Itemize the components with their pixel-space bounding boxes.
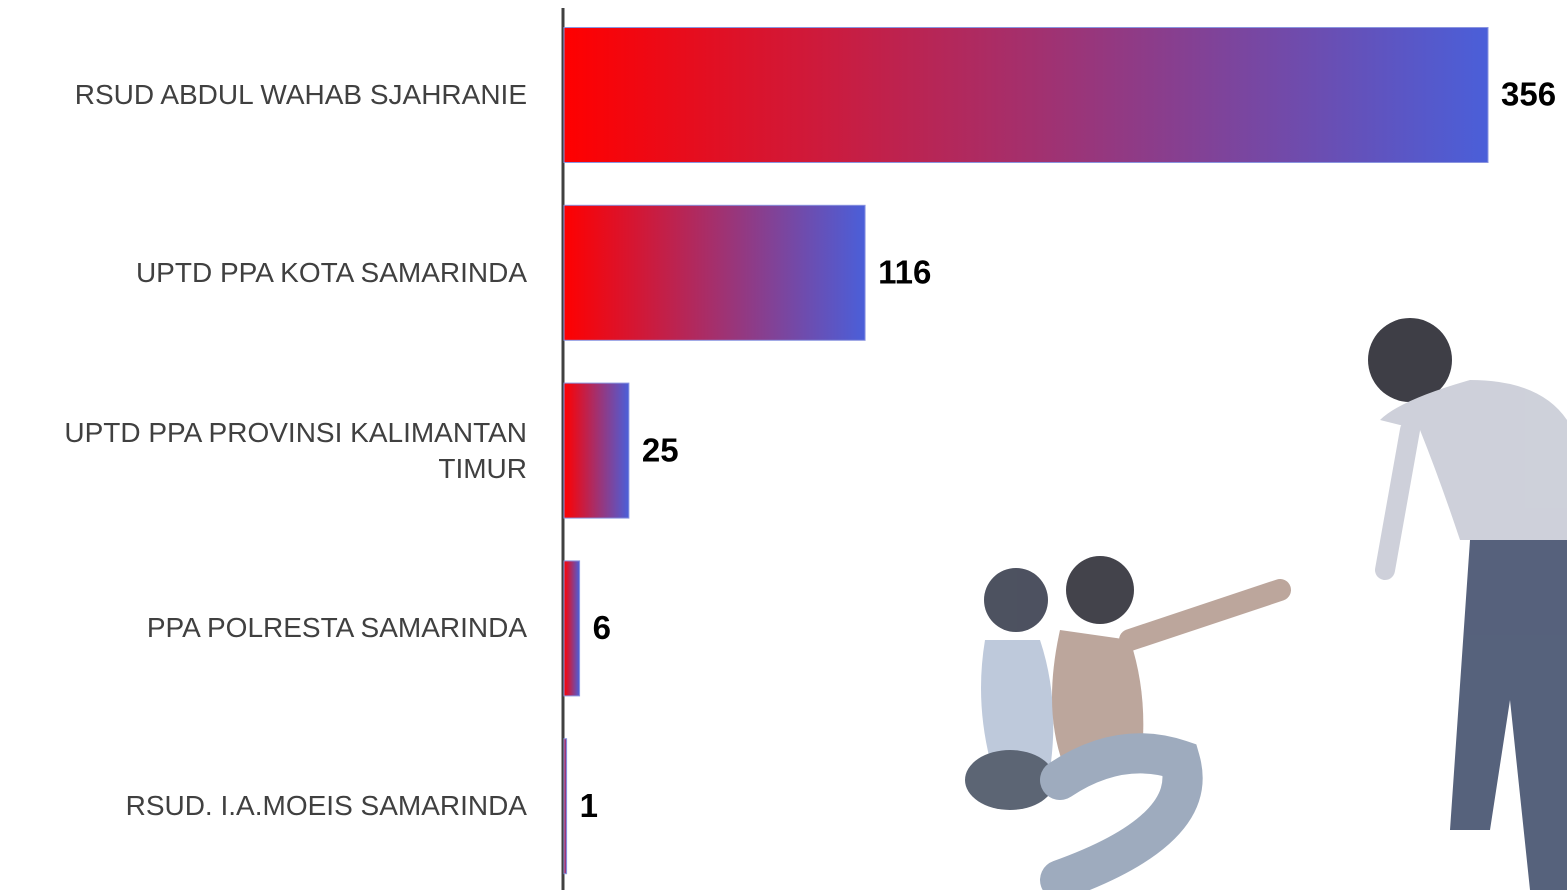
value-label: 356: [1501, 76, 1556, 113]
value-label: 116: [878, 254, 931, 291]
bar: [563, 738, 568, 875]
value-label: 25: [642, 431, 679, 468]
value-label: 6: [593, 609, 611, 646]
child-legs: [965, 750, 1055, 810]
bar: [563, 204, 866, 341]
woman-head: [1066, 556, 1134, 624]
category-label: RSUD ABDUL WAHAB SJAHRANIE: [74, 79, 527, 110]
category-label: PPA POLRESTA SAMARINDA: [146, 612, 527, 644]
man-head: [1368, 318, 1452, 402]
illustration: [965, 318, 1567, 890]
child-body: [981, 640, 1054, 770]
child-head: [984, 568, 1048, 632]
bar: [563, 560, 581, 697]
woman-arm: [1119, 579, 1291, 651]
bar: [563, 27, 1489, 163]
category-label: UPTD PPA PROVINSI KALIMANTAN TIMUR: [64, 416, 527, 484]
woman-legs: [1040, 733, 1203, 890]
man-legs: [1450, 540, 1567, 890]
category-label: RSUD. I.A.MOEIS SAMARINDA: [125, 790, 527, 822]
man-arm: [1375, 420, 1420, 580]
man-body: [1380, 380, 1567, 540]
value-label: 1: [580, 787, 598, 824]
category-label: UPTD PPA KOTA SAMARINDA: [135, 256, 527, 288]
bar: [563, 382, 630, 519]
